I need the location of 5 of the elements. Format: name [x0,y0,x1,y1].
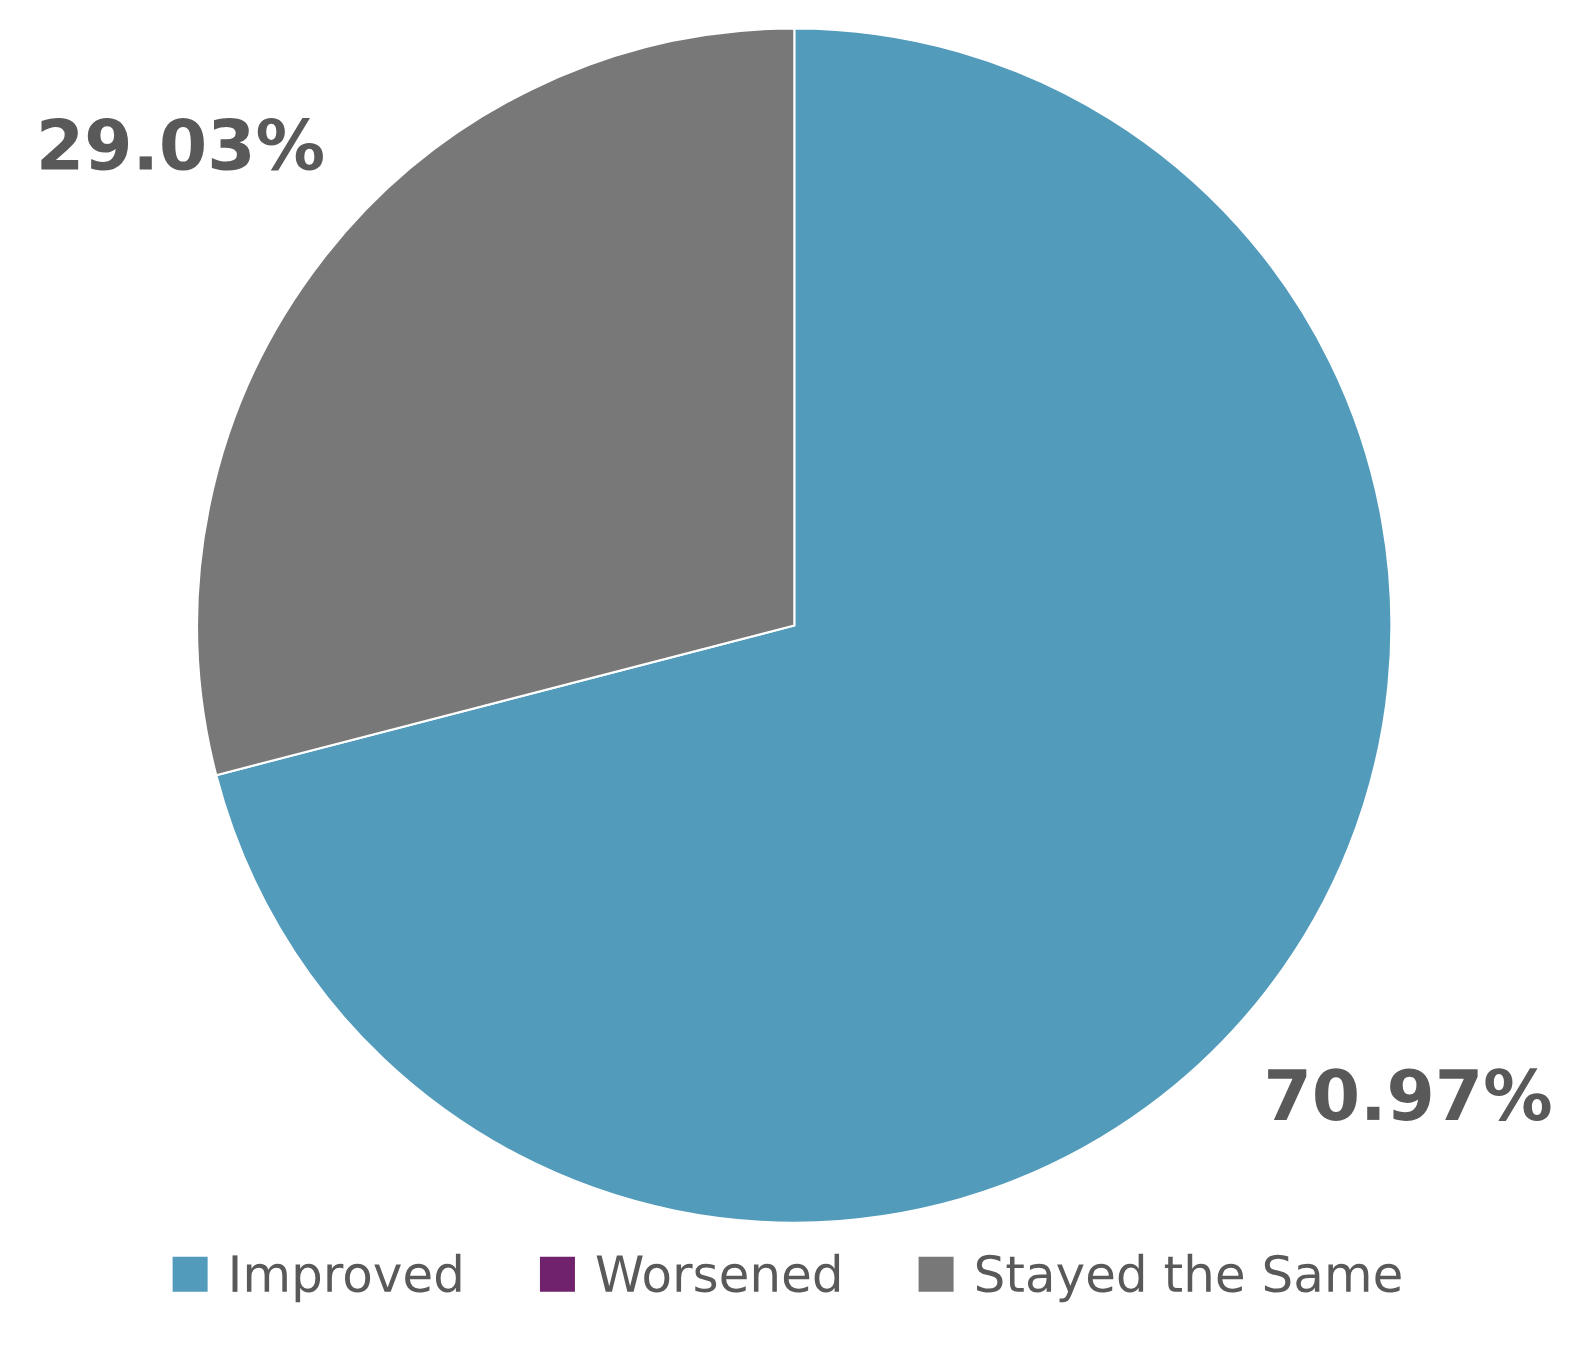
legend-label: Stayed the Same [976,1253,1401,1303]
data-label: 70.97% [1268,1068,1551,1121]
legend-label: Improved [232,1253,461,1303]
legend-label: Worsened [596,1253,840,1293]
data-label: 29.03% [41,117,323,171]
